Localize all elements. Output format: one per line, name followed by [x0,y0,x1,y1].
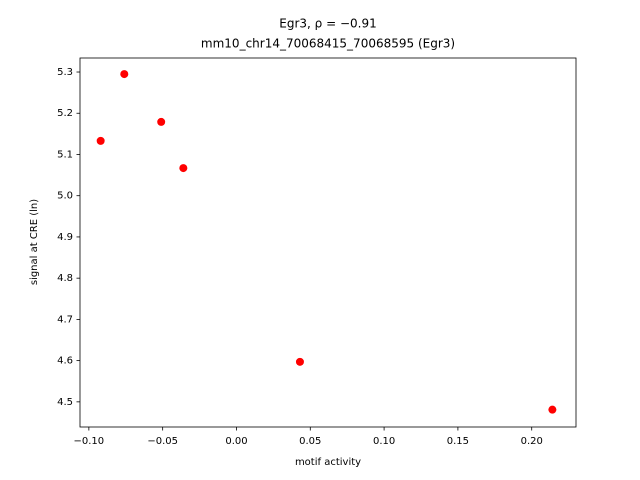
x-tick-label: −0.05 [147,436,178,447]
x-tick-label: 0.05 [299,436,321,447]
x-tick-label: 0.15 [447,436,469,447]
x-axis-label: motif activity [295,457,361,468]
x-tick-label: 0.10 [373,436,395,447]
plot-frame [79,57,577,428]
chart-subtitle: mm10_chr14_70068415_70068595 (Egr3) [201,37,455,51]
point [295,357,304,366]
y-tick-label: 4.8 [57,273,73,284]
point [96,136,105,145]
y-tick-label: 4.7 [57,314,73,325]
point [120,70,129,79]
y-tick-label: 5.0 [57,191,73,202]
chart-title: Egr3, ρ = −0.91 [279,17,376,31]
y-tick-label: 5.3 [57,67,73,78]
point [157,117,166,126]
y-tick-label: 4.6 [57,356,73,367]
point [179,164,188,173]
y-tick-label: 4.9 [57,232,73,243]
y-tick-label: 5.2 [57,108,73,119]
y-tick-label: 5.1 [57,149,73,160]
point [548,405,557,414]
y-axis-label: signal at CRE (ln) [29,199,40,285]
x-tick-label: −0.10 [74,436,105,447]
x-tick-label: 0.20 [521,436,543,447]
x-tick-label: 0.00 [225,436,247,447]
y-tick-label: 4.5 [57,397,73,408]
